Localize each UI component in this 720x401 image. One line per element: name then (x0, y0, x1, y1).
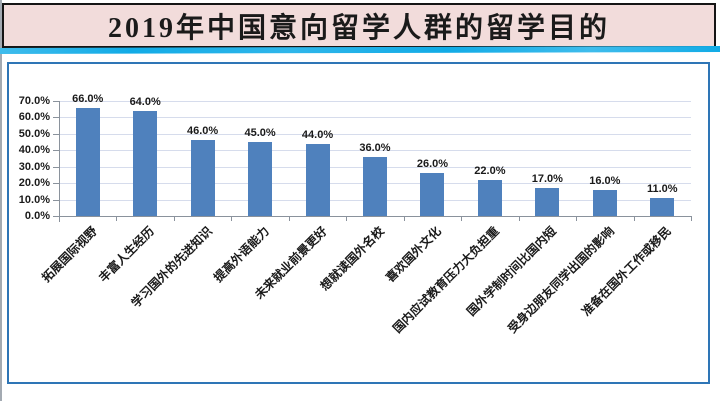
bar (477, 179, 502, 216)
y-axis-tick-mark (53, 133, 59, 135)
bar (305, 143, 330, 216)
x-axis-tick-mark (403, 216, 405, 221)
bar (535, 188, 560, 216)
gridline (59, 133, 691, 135)
gridline (59, 150, 691, 152)
bar-value-label: 46.0% (187, 125, 219, 138)
gridline (59, 101, 691, 102)
y-axis-tick-label: 0.0% (24, 210, 50, 222)
page-title: 2019年中国意向留学人群的留学目的 (107, 12, 610, 44)
gridline (59, 117, 691, 119)
bar-value-label: 16.0% (589, 174, 621, 187)
x-axis-tick-mark (231, 216, 233, 221)
x-axis-tick-mark (691, 216, 692, 221)
bar (592, 189, 617, 216)
bar-value-label: 17.0% (531, 173, 563, 186)
y-axis-tick-mark (53, 117, 59, 119)
x-axis-tick-mark (59, 216, 60, 221)
bar-value-label: 26.0% (416, 158, 449, 171)
y-axis-tick-label: 10.0% (18, 193, 50, 206)
x-axis-tick-mark (461, 216, 463, 221)
bar-value-label: 66.0% (72, 92, 104, 105)
x-axis-line (59, 216, 692, 217)
y-axis-tick-mark (53, 216, 59, 217)
slide-left-edge-line (0, 0, 2, 401)
bar (75, 107, 100, 216)
bar (133, 110, 158, 216)
y-axis-line (59, 101, 60, 222)
bar (363, 156, 387, 216)
chart-frame: 0.0% 10.0% 20.0% 30.0% 40.0% 50.0% 60.0% 70.0% 6… (7, 62, 710, 384)
bar (248, 142, 273, 216)
title-banner: 2019年中国意向留学人群的留学目的 (2, 3, 716, 48)
bar-value-label: 36.0% (359, 141, 391, 154)
y-axis-tick-mark (53, 183, 59, 185)
y-axis-tick-label: 60.0% (18, 111, 50, 124)
x-axis-tick-mark (518, 216, 520, 221)
bar-value-label: 22.0% (474, 164, 506, 177)
x-axis-tick-mark (288, 216, 290, 221)
y-axis-tick-label: 30.0% (18, 160, 50, 173)
x-axis-tick-mark (116, 216, 118, 221)
y-axis-tick-mark (53, 199, 59, 201)
bar (420, 173, 445, 216)
y-axis-tick-label: 40.0% (18, 144, 50, 157)
y-axis-tick-label: 50.0% (18, 127, 50, 140)
bar (190, 140, 215, 216)
y-axis-tick-label: 70.0% (18, 95, 50, 107)
bar (650, 197, 675, 216)
y-axis-tick-mark (53, 101, 59, 102)
x-axis-tick-mark (633, 216, 635, 221)
bar-value-label: 45.0% (244, 127, 276, 140)
divider-brush-line (0, 46, 720, 54)
y-axis-tick-label: 20.0% (18, 177, 50, 190)
bar-value-label: 44.0% (301, 128, 334, 141)
bar-value-label: 64.0% (129, 95, 161, 108)
x-axis-tick-mark (576, 216, 578, 221)
x-axis-tick-mark (173, 216, 175, 221)
y-axis-tick-mark (53, 150, 59, 152)
x-axis-tick-mark (346, 216, 348, 221)
bar-value-label: 11.0% (646, 182, 678, 195)
y-axis-tick-mark (53, 166, 59, 168)
